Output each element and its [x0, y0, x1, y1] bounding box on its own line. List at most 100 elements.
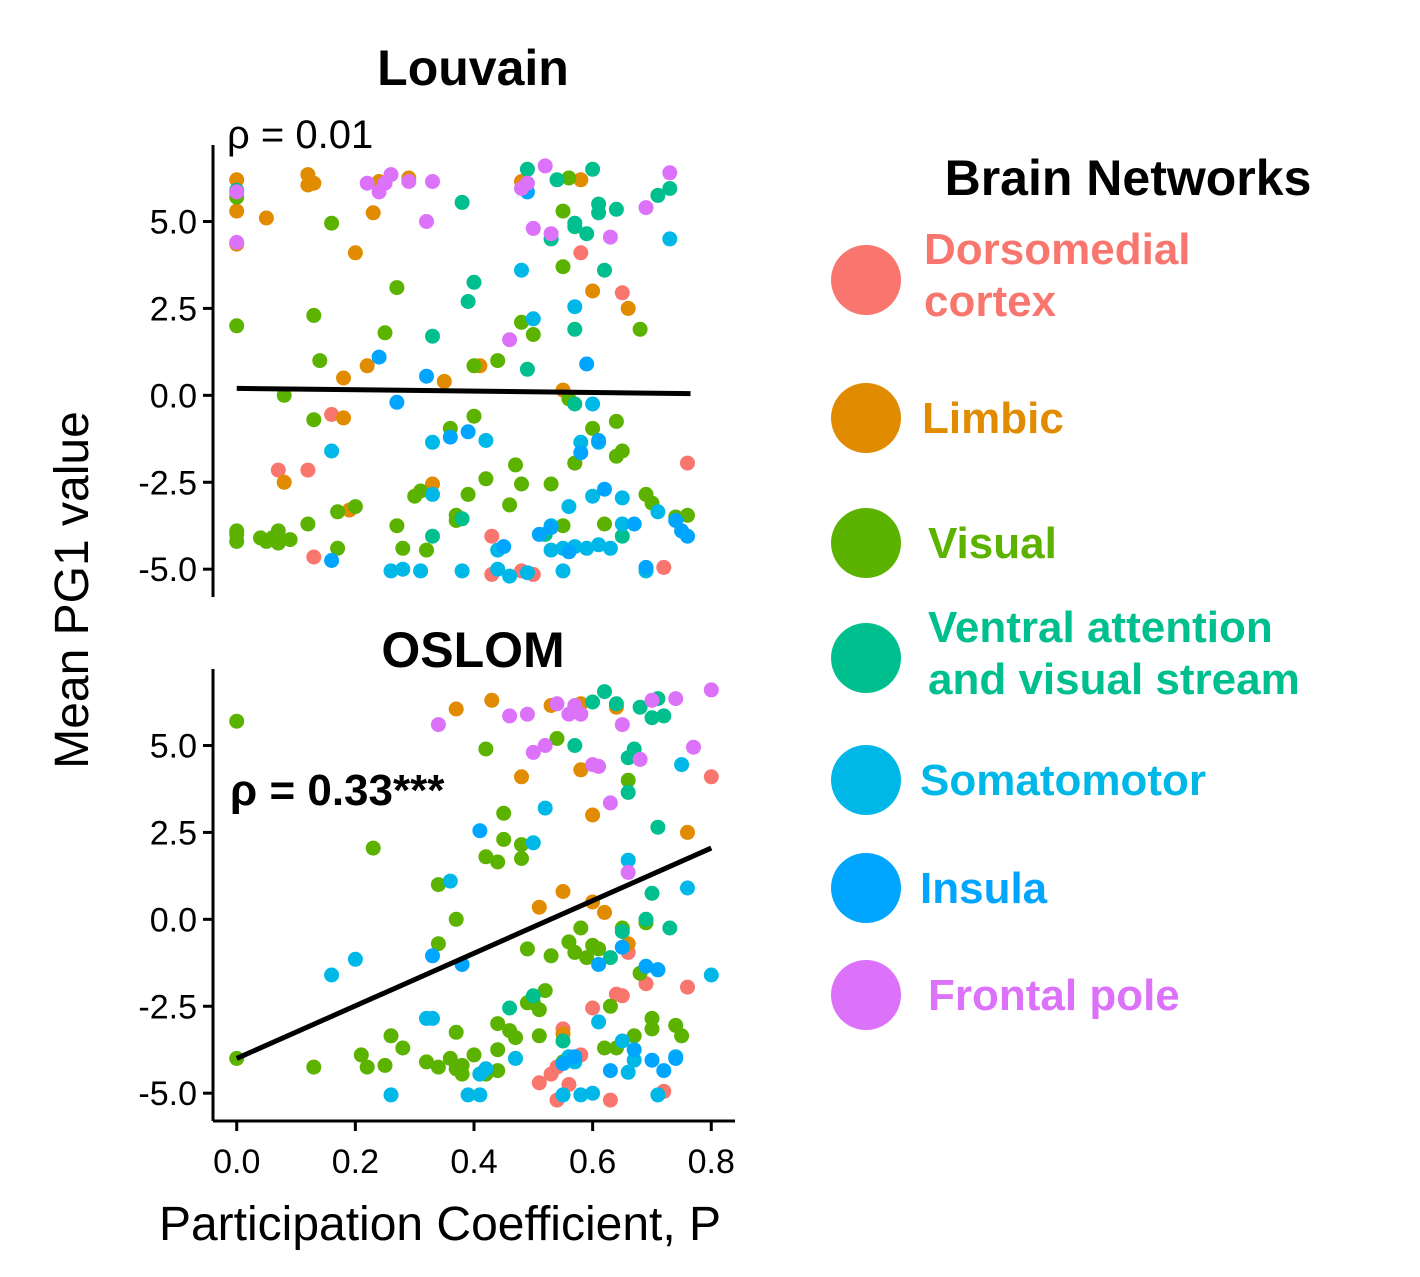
- data-point: [478, 433, 494, 448]
- series-frontal-pole: [430, 682, 719, 880]
- data-point: [537, 738, 553, 753]
- data-point: [276, 474, 292, 490]
- data-point: [514, 769, 529, 785]
- data-point: [430, 936, 446, 952]
- data-point: [359, 1059, 375, 1075]
- data-point: [567, 396, 583, 412]
- data-point: [472, 1087, 488, 1103]
- y-tick-label: -5.0: [138, 1075, 197, 1113]
- data-point: [531, 1028, 547, 1044]
- data-point: [330, 540, 346, 556]
- data-point: [300, 516, 316, 532]
- data-point: [496, 805, 512, 821]
- data-point: [650, 187, 666, 203]
- data-point: [478, 849, 494, 865]
- data-point: [229, 172, 245, 188]
- data-point: [484, 692, 500, 708]
- data-point: [514, 262, 529, 278]
- data-point: [442, 873, 458, 889]
- data-point: [567, 1049, 583, 1065]
- data-point: [656, 1063, 672, 1079]
- data-point: [614, 443, 630, 459]
- legend-item: Somatomotor: [831, 745, 1206, 815]
- data-point: [591, 941, 607, 957]
- data-point: [478, 1061, 494, 1077]
- data-point: [591, 758, 607, 774]
- data-point: [454, 194, 470, 210]
- data-point: [591, 196, 607, 212]
- data-point: [620, 864, 636, 880]
- data-point: [519, 565, 535, 581]
- series-insula: [425, 823, 684, 1079]
- data-point: [336, 410, 351, 426]
- data-point: [324, 443, 340, 459]
- series-frontal-pole: [229, 158, 678, 348]
- data-point: [484, 528, 500, 544]
- data-point: [668, 1050, 684, 1066]
- data-point: [680, 528, 695, 544]
- legend-label: and visual stream: [928, 655, 1300, 704]
- data-point: [703, 769, 719, 785]
- data-point: [555, 563, 571, 579]
- data-point: [442, 429, 458, 445]
- data-point: [567, 738, 583, 753]
- data-point: [585, 396, 601, 412]
- data-point: [466, 358, 482, 374]
- data-point: [686, 739, 701, 755]
- data-point: [614, 717, 630, 733]
- data-point: [383, 563, 399, 579]
- data-point: [543, 520, 559, 535]
- data-point: [324, 407, 340, 422]
- data-point: [419, 368, 434, 384]
- data-point: [680, 880, 695, 896]
- data-point: [531, 1002, 547, 1018]
- data-point: [490, 1016, 506, 1032]
- data-point: [395, 561, 411, 577]
- data-point: [306, 412, 322, 428]
- data-point: [395, 1040, 411, 1056]
- data-point: [602, 998, 618, 1014]
- legend-label: Somatomotor: [920, 756, 1206, 805]
- legend-swatch: [831, 245, 901, 315]
- data-point: [359, 175, 375, 191]
- data-point: [620, 300, 636, 316]
- data-point: [425, 1010, 440, 1026]
- data-point: [597, 684, 612, 700]
- legend-label: Frontal pole: [928, 971, 1180, 1020]
- data-point: [389, 518, 405, 534]
- data-point: [419, 214, 434, 229]
- data-point: [597, 904, 612, 920]
- data-point: [585, 420, 601, 436]
- data-point: [549, 172, 565, 188]
- data-point: [359, 358, 375, 374]
- data-point: [490, 1063, 506, 1079]
- series-visual: [229, 170, 695, 558]
- data-point: [614, 285, 630, 301]
- data-point: [425, 528, 440, 544]
- data-point: [519, 706, 535, 722]
- data-point: [620, 852, 636, 868]
- data-point: [270, 523, 286, 539]
- y-tick-label: 2.5: [150, 290, 197, 328]
- data-point: [585, 1000, 601, 1016]
- data-point: [650, 819, 666, 835]
- data-point: [525, 988, 541, 1004]
- panel-oslom: OSLOM -5.0 -2.5 0.0 2.5 5.0 0.0 0.2 0.4 0.6 0.8 ρ =…: [138, 622, 735, 1181]
- data-point: [430, 717, 446, 733]
- legend-item: Limbic: [831, 383, 1064, 453]
- data-point: [478, 471, 494, 487]
- data-point: [537, 983, 553, 999]
- data-point: [466, 1047, 482, 1063]
- data-point: [650, 504, 666, 520]
- correlation-annotation: ρ = 0.33***: [230, 766, 445, 815]
- data-point: [549, 731, 565, 746]
- data-point: [508, 457, 523, 473]
- y-tick-label: 2.5: [150, 814, 197, 852]
- data-point: [330, 504, 346, 520]
- data-point: [579, 950, 595, 966]
- legend-title: Brain Networks: [945, 150, 1312, 206]
- data-point: [496, 539, 512, 555]
